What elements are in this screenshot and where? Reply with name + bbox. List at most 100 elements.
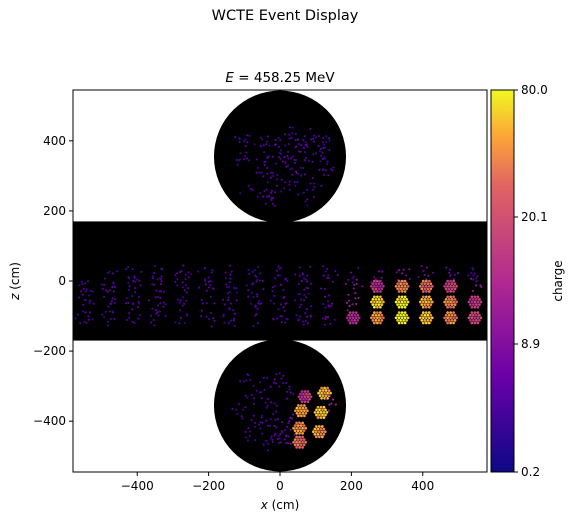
pmt-hit [382,316,385,320]
pmt-hit [303,299,306,302]
pmt-hit [373,276,376,279]
pmt-hit [183,321,186,324]
pmt-hit [286,442,290,445]
pmt-hit [399,298,402,301]
pmt-hit [89,289,93,292]
pmt-hit [297,409,300,413]
pmt-hit [306,409,309,413]
pmt-hit [470,272,473,275]
pmt-hit [259,421,262,424]
pmt-hit [479,316,483,320]
pmt-hit [427,295,431,299]
pmt-hit [283,187,286,190]
pmt-hit [239,192,242,195]
pmt-hit [446,311,449,314]
pmt-hit [426,319,430,322]
pmt-hit [292,413,295,416]
pmt-hit [320,154,323,157]
pmt-hit [312,182,315,185]
pmt-hit [261,279,264,282]
pmt-hit [270,191,273,194]
pmt-hit [267,155,271,158]
pmt-hit [321,413,324,417]
pmt-hit [259,192,262,195]
pmt-hit [275,426,278,429]
pmt-hit [348,311,352,314]
pmt-hit [402,303,405,306]
pmt-hit [423,287,427,291]
pmt-hit [311,160,314,163]
pmt-hit [373,295,376,299]
pmt-hit [444,303,448,306]
pmt-hit [352,287,355,290]
pmt-hit [270,189,273,192]
pmt-hit [152,319,155,322]
pmt-hit [319,427,323,431]
pmt-hit [287,435,290,438]
pmt-hit [380,313,384,317]
pmt-hit [394,300,398,304]
pmt-hit [111,286,114,289]
pmt-hit [449,311,452,314]
pmt-hit [235,287,238,290]
pmt-hit [480,285,483,289]
pmt-hit [293,158,296,161]
pmt-hit [296,138,300,142]
pmt-hit [314,152,318,155]
pmt-hit [478,319,481,322]
pmt-hit [238,140,241,143]
pmt-hit [154,308,157,311]
pmt-hit [317,145,320,148]
pmt-hit [154,296,157,299]
pmt-hit [472,274,475,277]
pmt-hit [473,295,477,299]
pmt-hit [377,319,381,322]
pmt-hit [399,319,402,322]
pmt-hit [278,267,281,270]
pmt-hit [399,313,402,317]
pmt-hit [443,284,446,288]
pmt-hit [316,416,320,419]
pmt-hit [275,410,278,413]
pmt-hit [203,267,206,270]
pmt-hit [307,287,310,290]
pmt-hit [210,311,213,314]
pmt-hit [236,163,239,166]
pmt-hit [270,401,273,404]
pmt-hit [293,161,296,164]
pmt-hit [312,196,315,199]
pmt-hit [263,190,266,193]
pmt-hit [269,385,272,388]
pmt-hit [371,282,375,286]
pmt-hit [262,175,265,178]
pmt-hit [293,181,296,184]
pmt-hit [296,181,299,184]
pmt-hit [235,408,238,411]
pmt-hit [197,286,201,289]
pmt-hit [470,305,474,309]
pmt-hit [380,319,384,322]
pmt-hit [301,406,305,410]
pmt-hit [301,421,304,425]
pmt-hit [239,380,242,383]
pmt-hit [376,311,379,314]
pmt-hit [432,271,435,274]
pmt-hit [420,282,424,286]
pmt-hit [446,284,449,288]
pmt-hit [324,317,327,321]
pmt-hit [331,169,334,172]
pmt-hit [187,276,190,279]
pmt-hit [371,298,375,301]
pmt-hit [111,311,114,314]
pmt-hit [272,318,275,321]
pmt-hit [326,276,329,280]
pmt-hit [297,293,300,296]
pmt-hit [273,302,276,305]
pmt-hit [274,418,277,421]
pmt-hit [266,135,270,138]
pmt-hit [351,281,354,284]
x-tick-label: 200 [340,479,363,493]
pmt-hit [298,274,301,277]
pmt-hit [302,438,306,441]
pmt-hit [328,403,331,406]
